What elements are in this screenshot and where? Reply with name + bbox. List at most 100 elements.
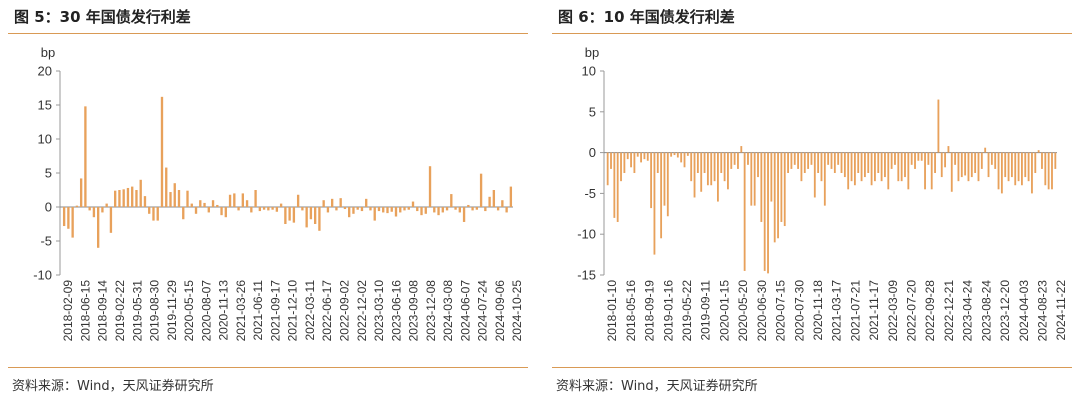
bar [753, 152, 756, 206]
bar [377, 207, 381, 212]
bar [228, 194, 232, 207]
bar [428, 166, 432, 207]
bar [910, 152, 913, 165]
x-tick-label: 2021-06-11 [251, 280, 265, 341]
bar [810, 152, 813, 165]
bar [462, 207, 466, 222]
bar [663, 152, 666, 206]
bar [97, 207, 100, 248]
figure-5-source: 资料来源：Wind，天风证券研究所 [12, 379, 214, 394]
bar [777, 152, 779, 239]
bar [339, 198, 342, 207]
bar [220, 207, 223, 216]
bar [424, 207, 427, 214]
bar [313, 207, 317, 224]
x-tick-label: 2023-06-16 [389, 280, 403, 342]
bar [1051, 152, 1053, 190]
x-tick-label: 2019-02-22 [113, 280, 127, 342]
bar [964, 152, 967, 176]
bar [301, 207, 304, 211]
bar [471, 207, 474, 211]
bar [190, 203, 193, 207]
y-tick-label: -10 [33, 268, 52, 283]
x-tick-label: 2020-06-30 [755, 280, 769, 342]
y-tick-label: 10 [38, 132, 52, 147]
x-tick-label: 2018-09-14 [96, 280, 110, 342]
bar [713, 152, 716, 182]
bar [907, 152, 910, 190]
x-tick-label: 2024-04-03 [1017, 280, 1031, 342]
bar [484, 207, 487, 212]
bar [743, 152, 746, 271]
bar [940, 152, 943, 178]
bar [994, 152, 997, 169]
x-tick-label: 2020-11-13 [217, 280, 231, 341]
bar [630, 152, 632, 168]
x-tick-label: 2020-05-20 [736, 280, 750, 342]
bar [177, 190, 181, 207]
bar [360, 207, 364, 212]
bar [356, 207, 359, 210]
y-tick-label: 20 [38, 64, 52, 79]
bar [673, 152, 676, 156]
bar [967, 152, 970, 182]
bar [686, 152, 689, 156]
bar [616, 152, 619, 222]
x-tick-label: 2019-05-31 [130, 280, 144, 342]
x-tick-label: 2019-09-11 [699, 280, 713, 341]
bar [987, 152, 990, 178]
bar [454, 207, 457, 210]
bar [610, 152, 612, 169]
bar [245, 200, 249, 207]
bar [727, 152, 729, 190]
bar [763, 152, 766, 271]
y-tick-label: -5 [584, 186, 596, 201]
y-tick-label: 0 [589, 145, 596, 160]
bar [780, 152, 783, 222]
x-tick-label: 2021-03-17 [830, 280, 844, 342]
bar [67, 207, 70, 229]
bar [118, 190, 121, 207]
bar [275, 207, 279, 212]
x-tick-label: 2023-09-08 [407, 280, 421, 342]
x-tick-label: 2022-06-17 [320, 280, 334, 342]
bar [977, 152, 980, 182]
x-tick-label: 2019-05-22 [680, 280, 694, 342]
bar [837, 152, 840, 165]
x-tick-label: 2020-05-15 [182, 280, 196, 342]
bar [411, 201, 415, 207]
x-tick-label: 2023-03-10 [372, 280, 386, 342]
bar [717, 152, 719, 202]
bar [207, 207, 210, 213]
bar [343, 207, 347, 210]
bar [984, 147, 987, 153]
x-tick-label: 2019-11-29 [165, 280, 179, 341]
bar [700, 152, 703, 192]
bar [475, 207, 478, 210]
y-tick-label: 0 [45, 200, 52, 215]
x-tick-label: 2022-12-21 [942, 280, 956, 342]
bar [650, 152, 653, 209]
bar [262, 207, 266, 210]
bar [1007, 152, 1010, 182]
bar [71, 207, 74, 238]
bar [288, 207, 291, 221]
bar [348, 207, 351, 218]
bar [770, 152, 773, 202]
y-tick-label: 5 [589, 104, 596, 119]
bar [1010, 152, 1013, 178]
figure-5-bottom-rule [8, 367, 528, 368]
bar [847, 152, 850, 190]
bar [927, 152, 930, 165]
bar [169, 192, 172, 207]
bar [793, 152, 796, 165]
x-tick-label: 2018-01-10 [605, 280, 619, 342]
bar [1041, 152, 1043, 169]
bar [496, 207, 500, 211]
bar [326, 207, 330, 213]
bar [606, 152, 609, 186]
bar [284, 207, 287, 224]
bar [957, 152, 960, 182]
bar [305, 207, 308, 228]
bar [403, 207, 406, 211]
